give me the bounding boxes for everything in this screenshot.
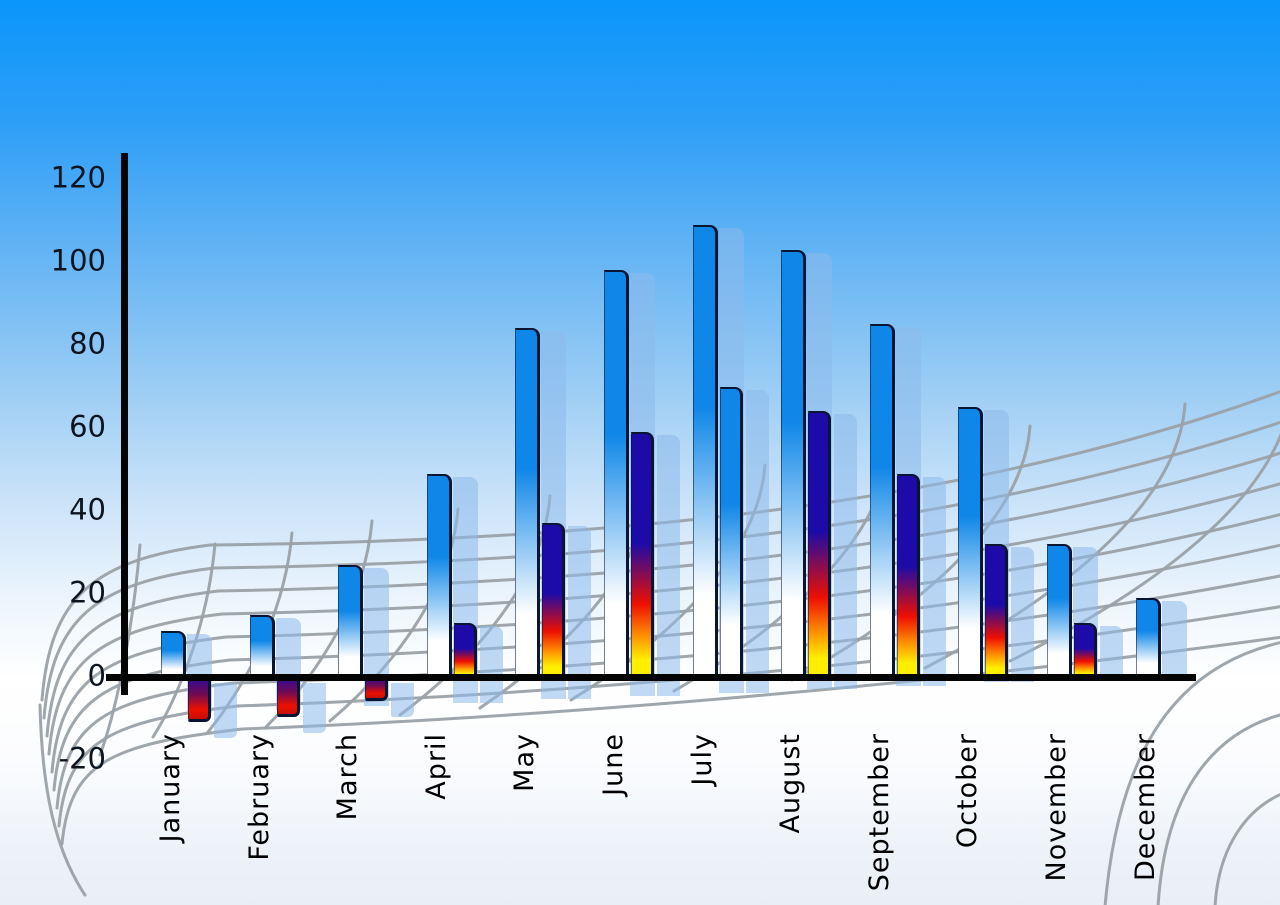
x-month-label-june: June: [598, 733, 629, 796]
bar-shadow-november-secondary: [1100, 626, 1123, 679]
x-month-label-november: November: [1041, 733, 1072, 882]
x-month-label-march: March: [332, 733, 364, 821]
x-month-label-september: September: [863, 733, 895, 892]
bar-shadow-may-secondary: [568, 526, 592, 700]
y-tick-label-60: 60: [69, 409, 106, 444]
bar-shadow-june-secondary: [657, 435, 680, 696]
bar-shadow-september-secondary: [922, 476, 946, 686]
bar-september-secondary: [896, 473, 920, 677]
bar-shadow-march-secondary: [391, 683, 415, 717]
bar-shadow-december-primary: [1161, 601, 1187, 676]
floor-grid-corner-arcs: [38, 641, 1280, 905]
bar-shadow-july-secondary: [745, 389, 769, 693]
bar-april-secondary: [453, 623, 477, 677]
bar-march-primary: [338, 564, 364, 677]
y-tick-label-0: 0: [87, 658, 106, 693]
y-axis-line: [121, 153, 128, 695]
bar-shadow-october-secondary: [1011, 547, 1035, 683]
bar-july-secondary: [719, 386, 743, 677]
bar-april-primary: [426, 473, 452, 677]
x-axis-line: [106, 674, 1196, 681]
x-month-label-october: October: [952, 733, 984, 849]
bar-shadow-april-secondary: [479, 626, 503, 703]
bar-february-primary: [249, 614, 275, 677]
bar-november-secondary: [1074, 623, 1097, 677]
bar-july-primary: [692, 224, 718, 677]
bar-november-primary: [1047, 544, 1072, 677]
bar-december-primary: [1135, 598, 1161, 677]
y-tick-label-20: 20: [69, 575, 106, 610]
y-tick-label-100: 100: [50, 243, 106, 278]
x-month-label-february: February: [243, 733, 275, 861]
bar-october-secondary: [985, 544, 1009, 677]
bar-january-secondary: [188, 677, 211, 722]
bar-shadow-february-secondary: [302, 683, 326, 734]
x-month-label-december: December: [1129, 733, 1161, 882]
bar-march-secondary: [365, 677, 389, 701]
bar-may-secondary: [542, 523, 566, 677]
y-tick-label-120: 120: [50, 160, 106, 195]
x-month-label-august: August: [775, 733, 807, 834]
bar-september-primary: [869, 324, 895, 677]
bar-october-primary: [958, 407, 984, 677]
x-month-label-january: January: [155, 733, 186, 843]
x-month-label-july: July: [686, 733, 718, 786]
bar-shadow-january-secondary: [214, 683, 237, 738]
bar-january-primary: [161, 631, 186, 677]
x-month-label-may: May: [509, 733, 541, 792]
bar-august-secondary: [808, 411, 832, 677]
bar-august-primary: [781, 249, 807, 677]
y-tick-label-40: 40: [69, 492, 106, 527]
y-tick-label--20: -20: [58, 741, 106, 776]
y-tick-label-80: 80: [69, 326, 106, 361]
bar-february-secondary: [276, 677, 300, 718]
bar-may-primary: [515, 328, 541, 677]
bar-june-primary: [604, 270, 629, 677]
bar-june-secondary: [631, 432, 654, 677]
bar-shadow-august-secondary: [834, 414, 858, 690]
x-month-label-april: April: [420, 733, 452, 800]
